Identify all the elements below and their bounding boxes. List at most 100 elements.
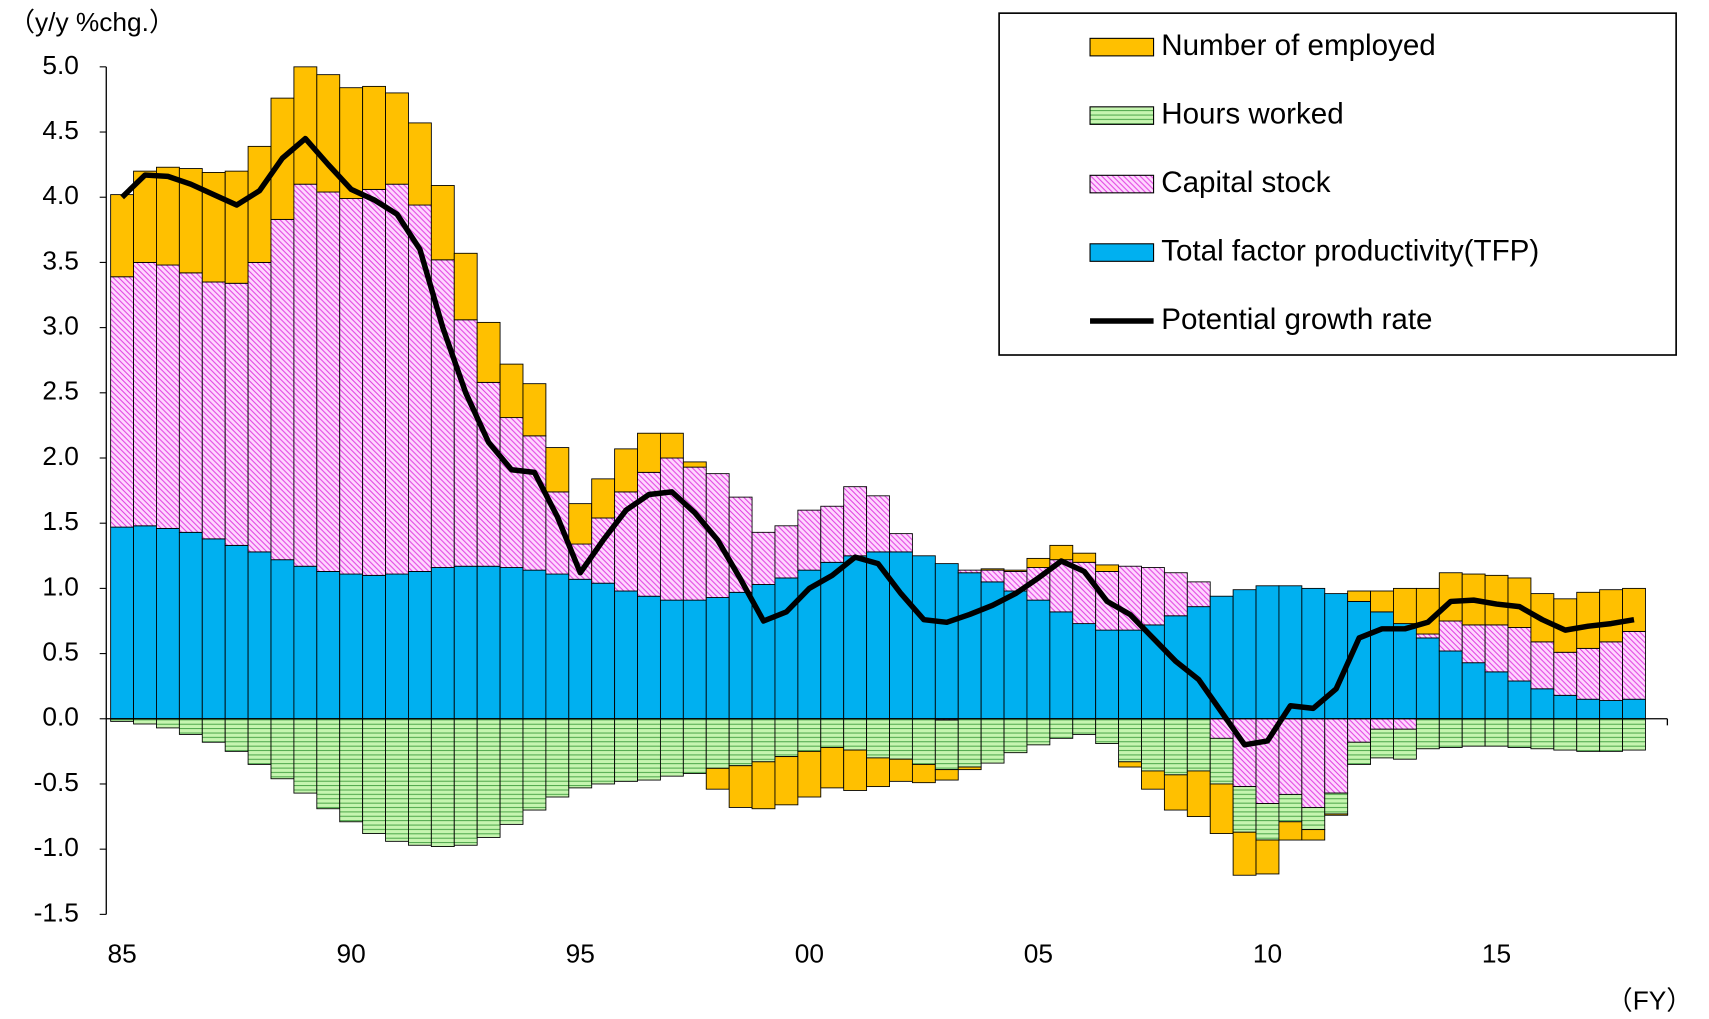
bar-segment: [1003, 590, 1028, 720]
bar-segment: [1301, 829, 1326, 841]
line: [120, 135, 1635, 748]
bar-segment: [1530, 718, 1555, 750]
bar-segment: [362, 85, 386, 190]
bar-segment: [682, 461, 707, 468]
bar-segment: [201, 281, 226, 540]
bar-segment: [316, 571, 341, 720]
y-tick-label: 0.0: [42, 702, 79, 732]
bar-segment: [247, 551, 272, 720]
bar-segment: [1393, 718, 1417, 730]
bar-segment: [499, 417, 524, 568]
bar-segment: [889, 718, 913, 760]
legend-swatch: [1089, 106, 1155, 125]
bar-segment: [1438, 718, 1463, 748]
bar-segment: [178, 718, 203, 735]
bar-segment: [316, 191, 341, 572]
bar-segment: [430, 185, 455, 261]
bar-segment: [843, 555, 868, 720]
bar-segment: [820, 505, 845, 563]
bar-segment: [1324, 718, 1349, 794]
bar-segment: [1255, 585, 1280, 720]
bar-segment: [637, 432, 661, 473]
bar-segment: [178, 272, 203, 533]
bar-segment: [1507, 680, 1532, 720]
bar-segment: [1232, 589, 1257, 720]
bar-segment: [522, 383, 547, 437]
y-tick-label: -1.0: [34, 832, 79, 862]
bar-segment: [957, 718, 982, 768]
bar-segment: [934, 563, 959, 720]
bar-segment: [1301, 807, 1326, 831]
bar-segment: [224, 718, 249, 752]
bar-segment: [1370, 728, 1394, 759]
bar-segment: [1415, 637, 1440, 720]
bar-segment: [545, 718, 570, 798]
bar-segment: [178, 531, 203, 720]
bar-segment: [1232, 831, 1257, 876]
bar-segment: [247, 261, 272, 553]
bar-segment: [866, 495, 890, 553]
bar-segment: [362, 718, 386, 834]
bar-segment: [1576, 698, 1601, 720]
bar-segment: [1186, 718, 1211, 772]
y-tick-label: 4.0: [42, 180, 79, 210]
bar-segment: [1324, 792, 1349, 815]
bar-segment: [316, 718, 341, 810]
bar-segment: [1026, 557, 1051, 568]
bar-segment: [1438, 620, 1463, 652]
bar-segment: [110, 276, 134, 528]
bar-segment: [133, 525, 157, 720]
bar-segment: [591, 718, 616, 785]
bar-segment: [408, 571, 432, 720]
bar-segment: [774, 525, 799, 579]
bar-segment: [522, 569, 547, 720]
bar-segment: [476, 321, 501, 383]
legend-label: Total factor productivity(TFP): [1161, 234, 1539, 267]
bar-segment: [247, 718, 272, 765]
bar-segment: [705, 597, 730, 720]
x-tick-label: 05: [1024, 938, 1053, 968]
bar-segment: [430, 567, 455, 720]
bar-segment: [1118, 718, 1142, 763]
bar-segment: [453, 319, 478, 567]
bar-segment: [614, 718, 638, 782]
bar-segment: [476, 381, 501, 567]
bar-segment: [1599, 700, 1623, 720]
y-tick-label: -0.5: [34, 767, 79, 797]
bar-segment: [1438, 650, 1463, 720]
bar-segment: [889, 758, 913, 782]
bar-segment: [843, 749, 868, 791]
x-tick-label: 95: [566, 938, 595, 968]
bar-segment: [408, 122, 432, 206]
bar-segment: [957, 569, 982, 574]
bar-segment: [362, 574, 386, 720]
legend-label: Potential growth rate: [1161, 303, 1432, 336]
bar-segment: [934, 719, 959, 771]
bar-segment: [911, 555, 936, 720]
bar-segment: [1163, 718, 1188, 776]
bar-segment: [1186, 606, 1211, 720]
bar-segment: [1095, 629, 1120, 720]
bar-segment: [1484, 624, 1509, 673]
bar-segment: [339, 573, 364, 720]
bar-segment: [1507, 577, 1532, 628]
bar-segment: [1072, 552, 1097, 563]
bar-segment: [682, 718, 707, 774]
bar-segment: [110, 526, 134, 720]
bar-segment: [751, 761, 776, 810]
bar-segment: [820, 561, 845, 720]
bar-segment: [1163, 774, 1188, 811]
bar-segment: [1278, 585, 1303, 720]
x-axis-unit: （FY）: [1606, 986, 1692, 1016]
bar-segment: [1461, 662, 1486, 720]
bar-segment: [408, 204, 432, 572]
bar-segment: [1622, 587, 1646, 632]
bar-segment: [133, 261, 157, 527]
bar-segment: [1049, 718, 1074, 739]
y-tick-label: 2.5: [42, 376, 79, 406]
y-tick-label: 4.5: [42, 115, 79, 145]
bar-segment: [499, 718, 524, 825]
bar-segment: [110, 194, 134, 278]
bar-segment: [224, 282, 249, 546]
bar-segment: [751, 531, 776, 585]
